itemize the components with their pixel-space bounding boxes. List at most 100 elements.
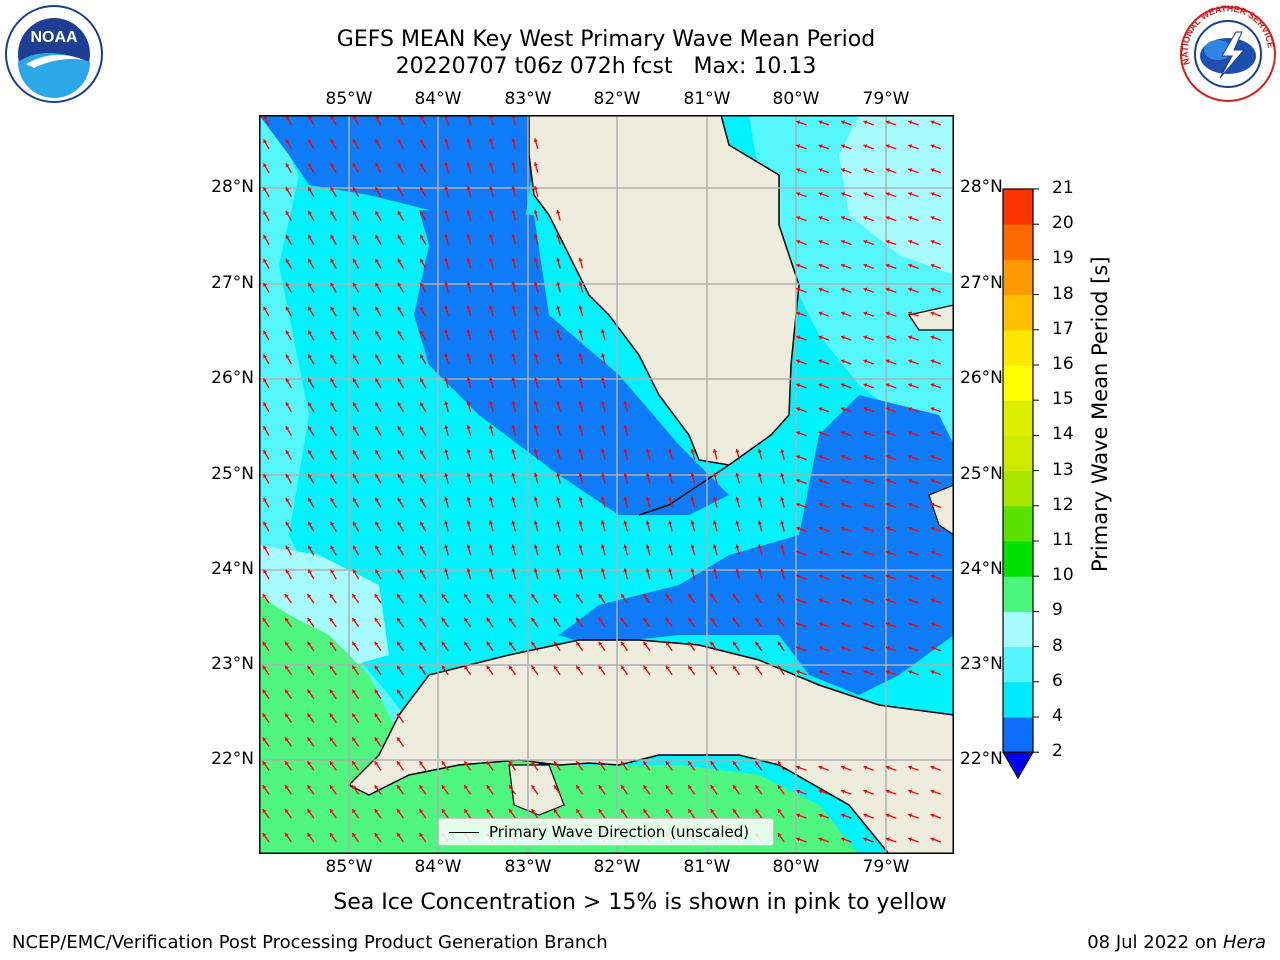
wave-arrow-head — [621, 665, 625, 670]
wave-arrow-head — [420, 211, 424, 216]
wave-arrow-head — [841, 837, 845, 842]
wave-arrow-head — [930, 670, 935, 675]
wave-arrow-head — [930, 168, 935, 173]
wave-arrow-head — [464, 809, 468, 814]
wave-arrow-head — [688, 761, 692, 766]
wave-arrow-head — [690, 568, 695, 573]
wave-arrow-head — [397, 234, 402, 239]
wave-arrow-head — [930, 311, 935, 316]
wave-arrow-head — [930, 765, 935, 770]
wave-arrow-head — [375, 306, 380, 311]
wave-arrow-head — [688, 665, 692, 670]
wave-arrow-head — [796, 407, 801, 412]
wave-arrow-head — [600, 353, 606, 358]
lat-label-right: 27°N — [960, 273, 1003, 293]
wave-arrow-head — [710, 785, 715, 790]
lon-label-top: 83°W — [504, 89, 552, 109]
wave-arrow-head — [863, 670, 868, 675]
wave-arrow-head — [841, 574, 845, 579]
wave-arrow-head — [307, 713, 312, 718]
wave-arrow-head — [841, 765, 845, 770]
wave-arrow-head — [690, 520, 695, 525]
wave-arrow-head — [796, 120, 801, 125]
wave-arrow-head — [486, 809, 491, 814]
wave-arrow-head — [556, 305, 561, 310]
lon-label-bottom: 80°W — [772, 857, 820, 877]
wave-arrow-head — [908, 287, 913, 292]
wave-arrow-head — [780, 544, 785, 549]
wave-arrow-head — [444, 448, 449, 453]
wave-arrow-head — [578, 544, 583, 549]
chart-subtitle: 20220707 t06z 072h fcst Max: 10.13 — [395, 54, 817, 79]
wave-arrow-head — [488, 281, 494, 286]
wave-arrow-head — [690, 496, 695, 501]
wave-arrow-head — [420, 402, 424, 407]
wave-arrow-head — [285, 402, 290, 407]
wave-arrow-head — [531, 593, 536, 598]
wave-arrow-head — [419, 593, 424, 598]
wave-arrow-head — [578, 377, 583, 382]
lat-label-left: 22°N — [211, 749, 254, 769]
wave-arrow-head — [885, 478, 890, 483]
wave-arrow-head — [818, 646, 823, 651]
wave-arrow-head — [665, 641, 670, 646]
wave-arrow-head — [307, 665, 312, 670]
wave-arrow-head — [419, 809, 424, 814]
wave-arrow-head — [375, 378, 380, 383]
wave-arrow-head — [285, 545, 290, 550]
wave-arrow-head — [352, 473, 357, 478]
wave-arrow-head — [885, 311, 890, 316]
wave-arrow-head — [262, 785, 267, 790]
wave-arrow-head — [863, 407, 868, 412]
wave-arrow-head — [841, 526, 845, 531]
wave-arrow-head — [645, 544, 650, 549]
wave-arrow-head — [556, 448, 561, 453]
wave-arrow-head — [397, 641, 401, 646]
wave-arrow-head — [600, 448, 606, 453]
wave-arrow-head — [818, 813, 823, 818]
colorbar-segment — [1003, 400, 1033, 436]
wave-arrow-head — [885, 407, 890, 412]
colorbar-segment — [1003, 646, 1033, 683]
wave-arrow-head — [285, 689, 289, 694]
wave-arrow-head — [796, 550, 801, 555]
wave-arrow-head — [576, 761, 580, 766]
wave-arrow-head — [818, 550, 823, 555]
wave-arrow-head — [930, 454, 935, 460]
wave-arrow-head — [553, 785, 558, 790]
wave-arrow-head — [397, 378, 402, 383]
wave-arrow-head — [863, 789, 868, 794]
wave-arrow-head — [420, 473, 424, 478]
wave-arrow-head — [908, 239, 913, 244]
wave-arrow-head — [755, 761, 760, 766]
isle-of-youth — [508, 764, 565, 816]
wave-arrow-head — [863, 263, 868, 268]
wave-arrow-head — [712, 472, 718, 477]
wave-arrow-head — [556, 353, 561, 358]
wave-arrow-head — [796, 335, 801, 340]
wave-arrow-head — [397, 473, 402, 478]
wave-arrow-head — [464, 641, 468, 646]
wave-arrow-head — [598, 665, 603, 670]
wave-arrow-head — [796, 431, 801, 436]
wave-arrow-head — [263, 569, 268, 574]
wave-arrow-head — [885, 431, 890, 436]
wave-arrow-head — [466, 305, 471, 310]
wave-arrow-head — [755, 593, 760, 598]
wave-arrow-head — [330, 306, 335, 311]
wave-arrow-head — [263, 139, 268, 144]
wave-arrow-head — [841, 646, 845, 651]
wave-arrow-head — [329, 641, 334, 646]
wave-arrow-head — [863, 502, 868, 507]
wave-arrow-head — [511, 401, 516, 405]
wave-arrow-head — [668, 520, 673, 525]
wave-arrow-head — [735, 496, 740, 501]
wave-arrow-head — [576, 593, 580, 598]
wave-arrow-head — [645, 472, 650, 477]
wave-arrow-head — [285, 809, 289, 814]
wave-arrow-head — [488, 138, 494, 143]
wave-arrow-head — [488, 233, 494, 238]
wave-arrow-head — [263, 497, 268, 502]
wave-arrow-head — [818, 359, 823, 364]
wave-arrow-head — [285, 713, 289, 718]
